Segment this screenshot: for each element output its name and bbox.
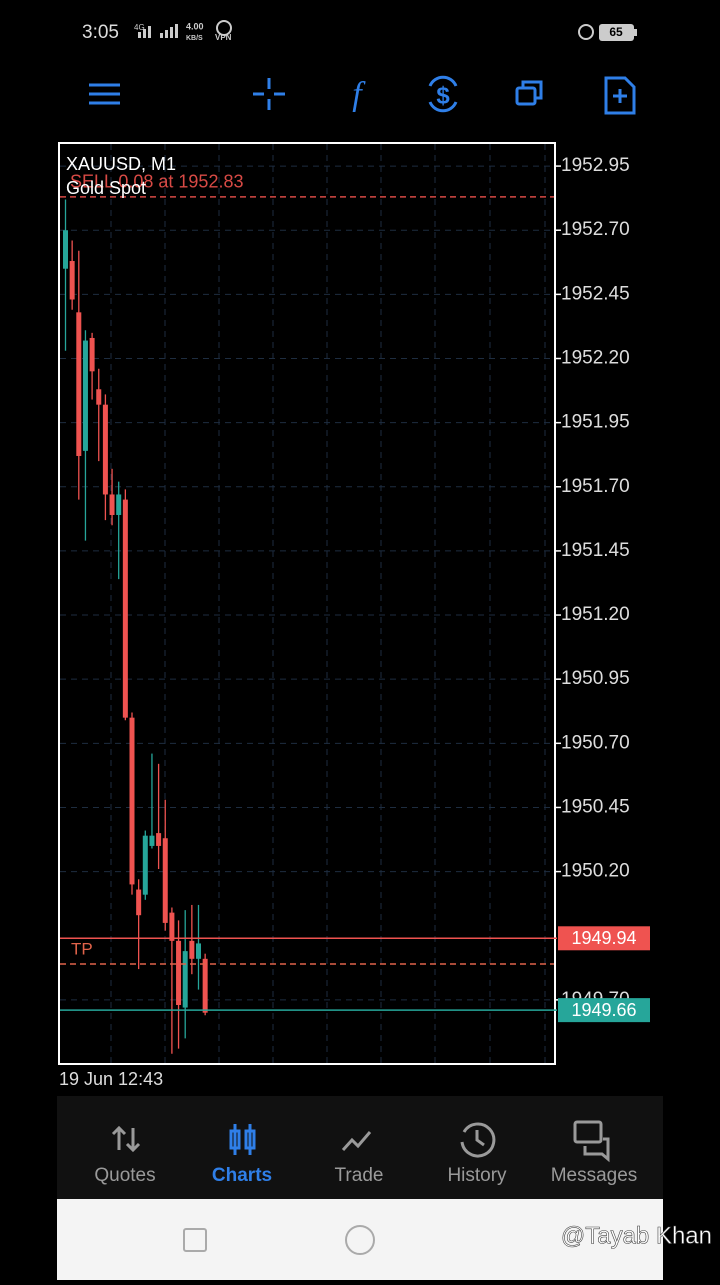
nav-item[interactable]: Charts bbox=[212, 1165, 272, 1186]
ask-price-label: 1949.66 bbox=[571, 1000, 636, 1020]
charts-icon bbox=[229, 1124, 256, 1155]
y-tick-label: 1950.20 bbox=[561, 861, 630, 882]
status-vpn: VPN bbox=[215, 33, 232, 42]
y-tick-label: 1951.45 bbox=[561, 540, 630, 561]
nav-labels: Quotes Charts Trade History Messages bbox=[94, 1165, 637, 1186]
candle-body bbox=[76, 312, 82, 456]
chart-title: XAUUSD, M1 bbox=[66, 154, 176, 174]
chart: 1952.95 1952.70 1952.45 1952.20 1951.95 1951.… bbox=[58, 142, 650, 1065]
y-tick-label: 1952.70 bbox=[561, 219, 630, 240]
recents-button[interactable] bbox=[183, 1228, 207, 1252]
candle-body bbox=[82, 340, 88, 451]
battery-tip bbox=[634, 29, 637, 36]
signal-icon bbox=[160, 33, 163, 38]
status-network: 4G bbox=[134, 23, 145, 32]
bid-price-label: 1949.94 bbox=[571, 928, 636, 948]
y-tick-label: 1950.95 bbox=[561, 668, 630, 689]
nav-item[interactable]: Quotes bbox=[94, 1165, 155, 1186]
new-order-button[interactable] bbox=[604, 76, 636, 115]
candle-body bbox=[142, 835, 148, 895]
signal-icon bbox=[170, 27, 173, 38]
candle-body bbox=[196, 943, 201, 959]
candle-body bbox=[89, 337, 95, 372]
candle-body bbox=[149, 835, 155, 846]
y-tick-label: 1950.45 bbox=[561, 796, 630, 817]
candle-body bbox=[122, 499, 128, 718]
nav-item[interactable]: History bbox=[447, 1165, 507, 1186]
candle-body bbox=[102, 404, 108, 495]
candle-body bbox=[69, 261, 75, 300]
status-speed-unit: KB/S bbox=[186, 35, 203, 42]
signal-icon bbox=[138, 32, 141, 38]
candle-body bbox=[136, 889, 142, 916]
svg-text:$: $ bbox=[436, 82, 450, 109]
chart-frame bbox=[58, 142, 556, 1065]
order-label: SELL 0.08 at 1952.83 bbox=[70, 172, 243, 192]
y-tick-label: 1952.95 bbox=[561, 155, 630, 176]
x-time-label: 19 Jun 12:43 bbox=[59, 1069, 163, 1089]
battery-icon bbox=[599, 24, 634, 41]
windows-button[interactable] bbox=[515, 80, 543, 106]
candle-body bbox=[116, 494, 122, 515]
nav-icons bbox=[111, 1120, 610, 1163]
signal-icon bbox=[175, 24, 178, 38]
menu-button[interactable] bbox=[89, 83, 120, 105]
candle-body bbox=[189, 940, 195, 959]
candle-body bbox=[63, 230, 68, 269]
y-tick-label: 1951.20 bbox=[561, 604, 630, 625]
candle-body bbox=[162, 838, 168, 923]
chart-subtitle: Gold Spot bbox=[66, 178, 146, 198]
signal-icon bbox=[143, 29, 146, 38]
vpn-icon bbox=[216, 20, 232, 36]
candle-body bbox=[96, 389, 102, 405]
status-time: 3:05 bbox=[82, 22, 119, 43]
bottom-nav bbox=[57, 1096, 663, 1199]
crosshair-button[interactable] bbox=[253, 78, 285, 110]
y-tick-label: 1952.20 bbox=[561, 348, 630, 369]
candle-body bbox=[169, 912, 175, 941]
ask-price-box bbox=[558, 998, 650, 1023]
quotes-icon bbox=[111, 1125, 141, 1153]
trade-button[interactable]: $ bbox=[428, 75, 458, 113]
y-tick-label: 1952.45 bbox=[561, 283, 630, 304]
nav-item[interactable]: Trade bbox=[335, 1165, 384, 1186]
watermark: @Tayab Khan bbox=[561, 1222, 712, 1249]
trade-icon bbox=[341, 1131, 372, 1152]
y-tick-label: 1951.95 bbox=[561, 412, 630, 433]
y-tick-label: 1951.70 bbox=[561, 476, 630, 497]
lock-icon bbox=[578, 24, 594, 40]
candle-body bbox=[176, 940, 182, 1005]
messages-icon bbox=[573, 1120, 610, 1163]
toolbar: f $ bbox=[89, 75, 636, 115]
tp-label: TP bbox=[71, 939, 93, 958]
candle-body bbox=[129, 717, 135, 885]
nav-item[interactable]: Messages bbox=[551, 1165, 638, 1186]
signal-icon bbox=[165, 30, 168, 38]
system-bar bbox=[57, 1199, 663, 1280]
chart-overlay: XAUUSD, M1 Gold Spot 19 Jun 12:43 bbox=[59, 154, 176, 1089]
signal-icon bbox=[148, 26, 151, 38]
bid-price-box bbox=[558, 926, 650, 951]
candle-body bbox=[182, 951, 188, 1008]
history-icon bbox=[460, 1122, 496, 1158]
candle-body bbox=[109, 494, 115, 515]
home-button[interactable] bbox=[345, 1225, 375, 1255]
status-speed: 4.00 bbox=[186, 21, 204, 31]
candle-body bbox=[202, 958, 208, 1013]
y-tick-label: 1950.70 bbox=[561, 732, 630, 753]
battery-level: 65 bbox=[609, 25, 623, 39]
candle-body bbox=[156, 833, 162, 846]
